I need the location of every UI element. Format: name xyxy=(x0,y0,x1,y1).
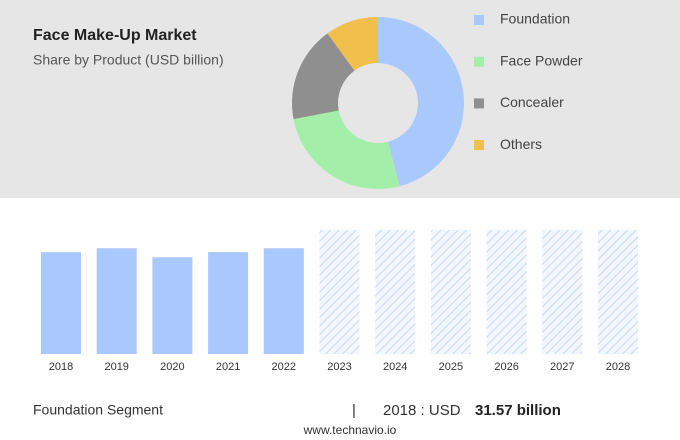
donut-slice xyxy=(378,17,464,187)
forecast-placeholder xyxy=(542,230,583,354)
chart-subtitle: Share by Product (USD billion) xyxy=(33,52,224,68)
forecast-placeholder xyxy=(486,230,527,354)
x-tick-label: 2028 xyxy=(606,361,630,373)
x-tick-label: 2026 xyxy=(494,361,518,373)
source: www.technavio.io xyxy=(303,423,397,437)
forecast-placeholder xyxy=(598,230,638,354)
x-tick-label: 2020 xyxy=(160,361,184,373)
x-tick-label: 2023 xyxy=(327,361,351,373)
bar xyxy=(208,252,249,354)
donut-slice xyxy=(327,17,378,71)
legend-label: Others xyxy=(500,136,542,152)
forecast-placeholder xyxy=(430,230,471,354)
bar xyxy=(263,248,304,354)
chart-title: Face Make-Up Market xyxy=(33,27,197,44)
donut-slice xyxy=(293,110,400,190)
forecast-placeholder xyxy=(375,230,416,354)
legend-label: Foundation xyxy=(500,11,570,27)
forecast-placeholder xyxy=(319,230,360,354)
year-label: 2018 : USD xyxy=(383,402,461,419)
legend-label: Concealer xyxy=(500,94,564,110)
x-tick-label: 2019 xyxy=(104,361,128,373)
x-tick-label: 2025 xyxy=(439,361,463,373)
legend-label: Face Powder xyxy=(500,52,583,68)
bar xyxy=(152,257,193,354)
separator: | xyxy=(352,402,356,419)
legend-swatch xyxy=(474,98,484,109)
donut-slice xyxy=(292,33,355,120)
bar xyxy=(96,248,137,354)
x-tick-label: 2022 xyxy=(272,361,296,373)
x-tick-label: 2024 xyxy=(383,361,407,373)
legend-swatch xyxy=(474,140,484,151)
segment-label: Foundation Segment xyxy=(33,402,163,418)
x-tick-label: 2027 xyxy=(550,361,574,373)
x-tick-label: 2018 xyxy=(49,361,73,373)
bar xyxy=(41,252,81,354)
segment-value: 31.57 billion xyxy=(475,402,561,419)
x-tick-label: 2021 xyxy=(216,361,240,373)
legend-swatch xyxy=(474,15,484,25)
legend-swatch xyxy=(474,56,484,67)
